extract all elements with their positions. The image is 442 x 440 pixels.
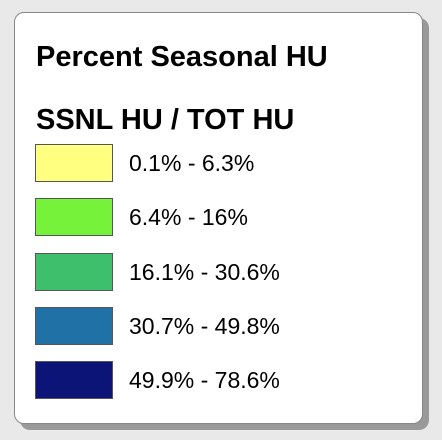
legend-label: 0.1% - 6.3%	[129, 150, 255, 176]
legend-swatch	[35, 198, 113, 236]
legend-swatch	[35, 307, 113, 345]
legend-swatch	[35, 361, 113, 399]
legend-label: 16.1% - 30.6%	[129, 259, 280, 285]
legend-title: Percent Seasonal HU	[36, 41, 328, 73]
legend-swatch	[35, 253, 113, 291]
legend-label: 49.9% - 78.6%	[129, 367, 280, 393]
legend-label: 30.7% - 49.8%	[129, 313, 280, 339]
legend-box: Percent Seasonal HU SSNL HU / TOT HU 0.1…	[14, 12, 423, 424]
legend-label: 6.4% - 16%	[129, 204, 248, 230]
legend-swatch	[35, 144, 113, 182]
legend-subtitle: SSNL HU / TOT HU	[36, 104, 295, 136]
